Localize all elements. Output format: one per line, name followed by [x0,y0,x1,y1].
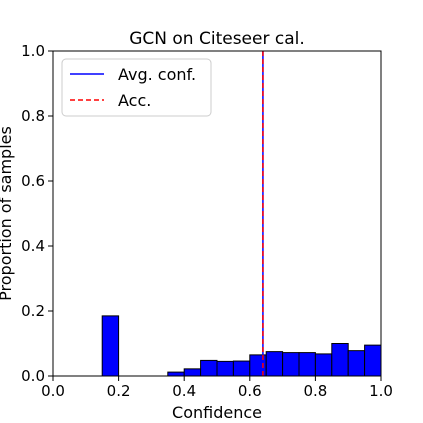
y-tick-label: 0.6 [21,172,45,190]
legend-label-avg-conf: Avg. conf. [118,65,196,84]
y-axis-label: Proportion of samples [0,126,15,301]
x-axis-ticks: 0.0 0.2 0.4 0.6 0.8 1.0 [41,376,393,400]
x-tick-label: 1.0 [369,382,393,400]
plot-frame [52,50,382,377]
y-tick-label: 0.2 [21,302,45,320]
y-tick-label: 0.4 [21,237,45,255]
x-tick-label: 0.6 [238,382,262,400]
histogram-bar [331,343,349,377]
y-tick-label: 0.8 [21,107,45,125]
y-tick-label: 0.0 [21,367,45,385]
histogram-bars [101,315,382,377]
histogram-bar [298,352,316,377]
y-axis-ticks: 0.0 0.2 0.4 0.6 0.8 1.0 [21,42,53,385]
histogram-bar [101,315,120,377]
histogram-bar [364,344,382,377]
histogram-bar [347,350,366,377]
histogram-bar [183,368,202,377]
histogram-bar [249,354,267,377]
chart-title: GCN on Citeseer cal. [129,29,305,49]
histogram-bar [200,359,218,377]
histogram-bar [314,353,333,377]
histogram-bar [282,352,300,377]
histogram-bar [167,371,185,377]
legend-label-acc: Acc. [118,91,151,110]
x-tick-label: 0.0 [41,382,65,400]
histogram-bar [216,360,234,377]
histogram-bar [232,360,251,377]
legend: Avg. conf. Acc. [61,58,212,117]
x-tick-label: 0.2 [107,382,131,400]
x-axis-label: Confidence [172,403,262,422]
y-tick-label: 1.0 [21,42,45,60]
x-tick-label: 0.8 [303,382,327,400]
x-tick-label: 0.4 [172,382,196,400]
histogram-bar [265,351,284,377]
